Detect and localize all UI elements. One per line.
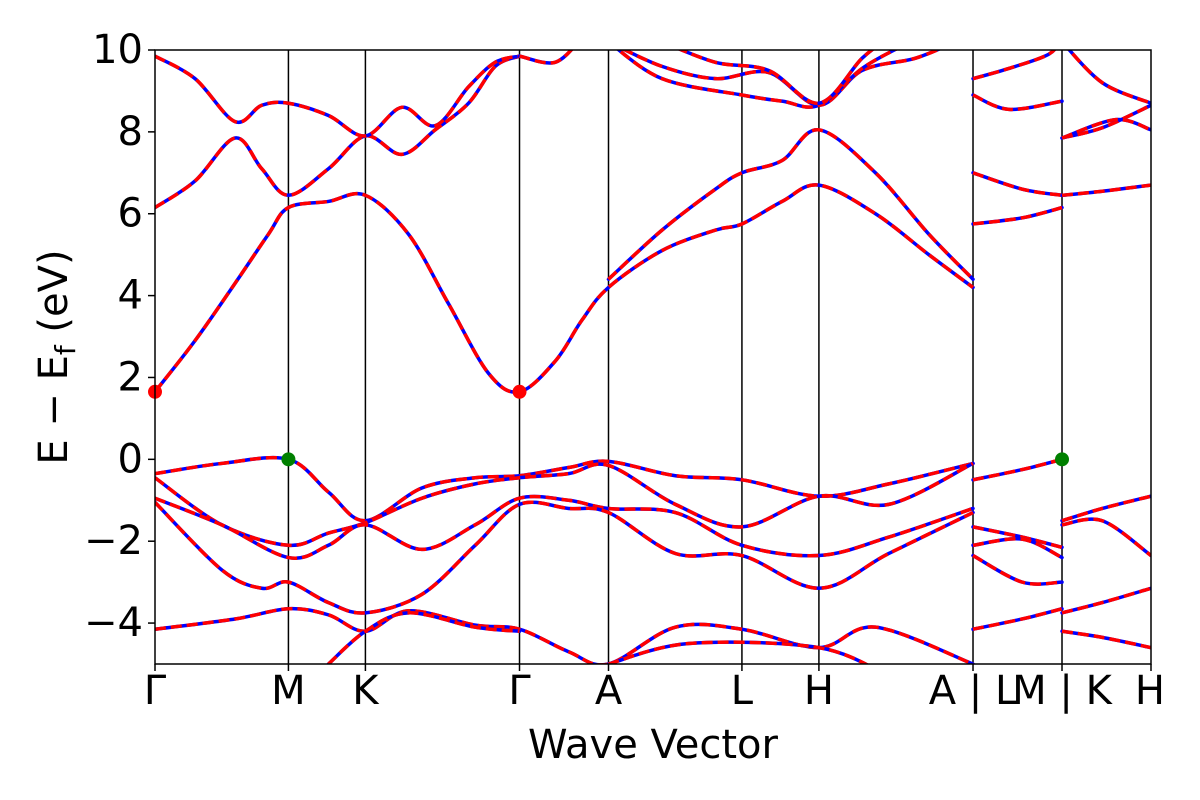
band-19-spin-up <box>971 457 1064 482</box>
y-axis-ticks: −4 −2 0 2 4 6 8 10 <box>84 27 155 646</box>
band-29-spin-down <box>1061 517 1151 557</box>
y-tick-label-5: 6 <box>118 191 143 237</box>
cbm-marker-1 <box>512 384 527 399</box>
kpoint-divider-lines <box>287 50 1063 664</box>
band-14-spin-down <box>608 640 870 664</box>
band-7-spin-down <box>677 50 875 105</box>
band-21-spin-down <box>972 537 1063 560</box>
band-21-spin-up <box>971 537 1064 560</box>
x-tick-label-3: Γ <box>508 668 531 714</box>
band-5-spin-up <box>621 50 942 108</box>
band-10-spin-down <box>155 494 974 560</box>
band-15-spin-up <box>971 50 1057 81</box>
band-extrema-markers <box>148 384 1070 467</box>
x-tick-label-6: H <box>804 668 834 714</box>
band-5-spin-down <box>621 50 942 108</box>
x-axis-label: Wave Vector <box>528 722 779 768</box>
x-tick-label-1: M <box>271 668 306 714</box>
plot-frame <box>154 49 1152 665</box>
y-tick-label-6: 8 <box>118 109 143 155</box>
x-tick-label-7: A | L <box>929 668 1018 714</box>
y-tick-label-0: −4 <box>84 600 143 646</box>
band-9-spin-down <box>155 461 974 548</box>
band-2-spin-up <box>155 54 522 210</box>
y-tick-label-4: 4 <box>118 273 143 319</box>
y-tick-label-3: 2 <box>118 354 143 400</box>
x-tick-label-9: H <box>1135 668 1165 714</box>
band-27-spin-up <box>1060 183 1151 198</box>
band-lines <box>155 50 1151 664</box>
band-2-spin-down <box>155 54 521 210</box>
y-axis-label-subscript: f <box>49 344 82 355</box>
y-axis-label: E − Ef (eV) <box>31 249 82 464</box>
band-27-spin-down <box>1061 183 1151 198</box>
y-axis-label-unit: (eV) <box>31 249 77 345</box>
band-17-spin-down <box>972 171 1063 198</box>
band-18-spin-up <box>971 205 1064 226</box>
band-20-spin-down <box>972 525 1063 550</box>
band-28-spin-down <box>1061 494 1151 523</box>
band-10-spin-up <box>155 494 975 560</box>
y-tick-label-2: 0 <box>118 436 143 482</box>
band-16-spin-down <box>972 93 1063 112</box>
band-7-spin-up <box>677 50 875 105</box>
x-tick-label-5: L <box>731 668 754 714</box>
band-23-spin-down <box>972 607 1063 631</box>
band-1-spin-down <box>607 128 975 281</box>
band-11-spin-up <box>155 500 975 615</box>
band-31-spin-down <box>1061 629 1151 650</box>
band-8-spin-up <box>155 455 975 523</box>
x-tick-label-8: M | K <box>1012 668 1113 714</box>
band-16-spin-up <box>971 93 1064 112</box>
x-tick-label-4: A <box>595 668 623 714</box>
vbm-marker-0 <box>281 452 296 467</box>
y-tick-label-7: 10 <box>92 27 143 73</box>
band-24-spin-down <box>1067 50 1151 105</box>
band-30-spin-down <box>1061 586 1151 615</box>
band-22-spin-down <box>972 553 1063 586</box>
band-24-spin-up <box>1067 50 1151 105</box>
band-4-spin-down <box>519 50 574 65</box>
band-3-spin-down <box>155 54 520 138</box>
band-29-spin-up <box>1060 517 1151 558</box>
x-tick-label-2: K <box>352 668 380 714</box>
band-8-spin-down <box>155 455 974 523</box>
y-axis-label-main: E − E <box>31 355 77 465</box>
band-13-spin-down <box>327 611 520 664</box>
band-18-spin-down <box>972 205 1063 226</box>
band-30-spin-up <box>1060 586 1151 615</box>
band-31-spin-up <box>1060 629 1151 650</box>
band-15-spin-down <box>972 50 1057 81</box>
vbm-marker-1 <box>1055 452 1070 467</box>
band-11-spin-down <box>155 500 974 615</box>
band-28-spin-up <box>1060 494 1151 523</box>
x-tick-label-0: Γ <box>144 668 167 714</box>
band-23-spin-up <box>971 606 1064 631</box>
y-tick-label-1: −2 <box>84 518 143 564</box>
band-6-spin-down <box>616 50 899 109</box>
band-19-spin-down <box>972 457 1063 482</box>
band-17-spin-up <box>971 171 1064 198</box>
band-26-spin-down <box>1061 117 1151 140</box>
band-0-spin-down <box>155 183 975 394</box>
